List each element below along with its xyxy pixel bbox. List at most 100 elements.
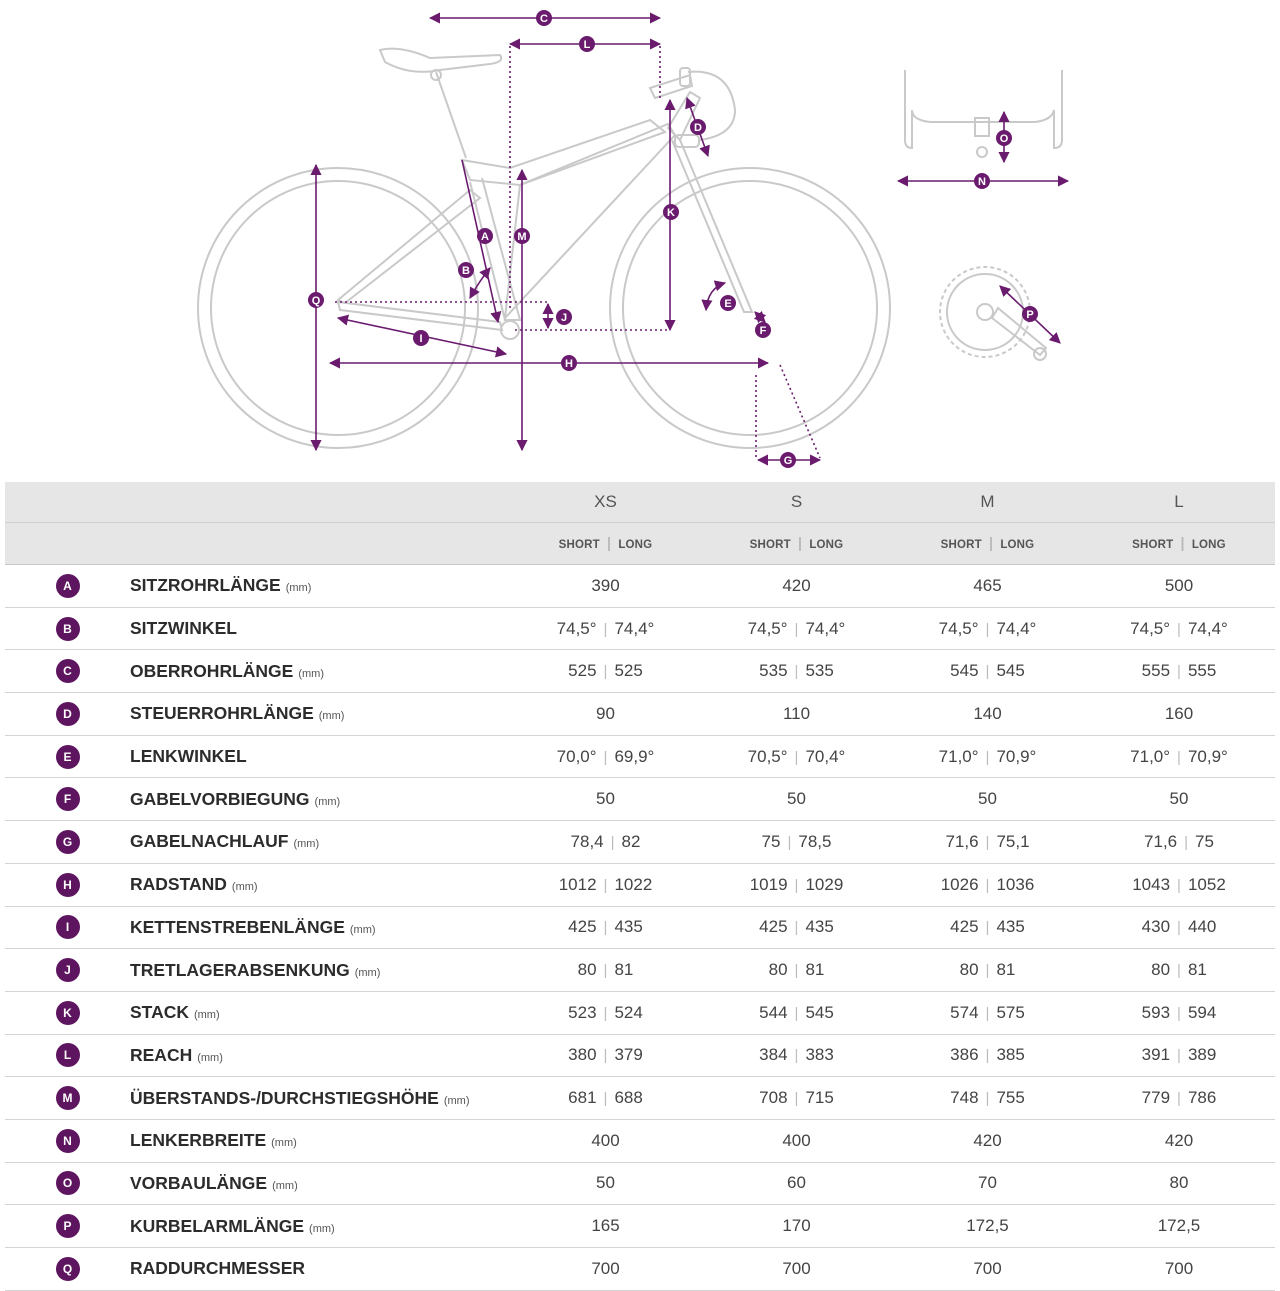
value: 140 — [973, 703, 1002, 723]
table-row: O VORBAULÄNGE (mm) 50 60 70 80 — [5, 1162, 1275, 1206]
separator: | — [985, 620, 990, 638]
value-cell-m: 748 | 755 — [892, 1076, 1083, 1120]
marker-i: I — [413, 330, 429, 346]
row-letter-badge: L — [55, 1043, 80, 1068]
value-cell-l: 391 | 389 — [1083, 1034, 1275, 1078]
row-unit: (mm) — [271, 1137, 297, 1150]
marker-a: A — [477, 228, 493, 244]
separator: | — [1180, 535, 1185, 552]
row-letter-badge: G — [55, 829, 80, 854]
value-cell-s: 70,5° | 70,4° — [701, 735, 892, 779]
row-label: REACH — [130, 1044, 193, 1065]
svg-text:P: P — [1026, 309, 1033, 321]
separator: | — [794, 1047, 799, 1065]
separator: | — [794, 876, 799, 894]
short-value: 391 — [1141, 1045, 1171, 1065]
row-label: STEUERROHRLÄNGE — [130, 703, 314, 724]
value-cell-s: 544 | 545 — [701, 991, 892, 1035]
value: 50 — [596, 1173, 615, 1193]
value-cell-l: 71,0° | 70,9° — [1083, 735, 1275, 779]
table-row: I KETTENSTREBENLÄNGE (mm) 425 | 435 425 | 435 425… — [5, 906, 1275, 950]
value-cell-m: 545 | 545 — [892, 649, 1083, 694]
value-cell-xs: 523 | 524 — [510, 991, 701, 1035]
variant-header-row: SHORT | LONG SHORT | LONG SHORT | LONG SHORT | L… — [5, 522, 1275, 565]
separator: | — [794, 1090, 799, 1108]
svg-text:G: G — [784, 455, 793, 467]
value-cell-s: 420 — [701, 564, 892, 608]
row-label: GABELNACHLAUF — [130, 831, 289, 852]
table-row: K STACK (mm) 523 | 524 544 | 545 574 | 575 593 | 594 — [5, 991, 1275, 1035]
value-cell-m: 140 — [892, 692, 1083, 736]
value-cell-l: 71,6 | 75 — [1083, 820, 1275, 864]
short-value: 681 — [568, 1088, 597, 1108]
row-letter-badge: F — [55, 787, 80, 812]
row-label: GABELVORBIEGUNG — [130, 788, 310, 809]
long-value: 440 — [1187, 917, 1217, 937]
value-cell-l: 74,5° | 74,4° — [1083, 607, 1275, 651]
short-value: 1012 — [558, 874, 597, 894]
value-cell-m: 50 — [892, 777, 1083, 822]
separator: | — [985, 833, 990, 851]
row-letter-badge: B — [55, 616, 80, 641]
short-value: 748 — [950, 1088, 979, 1108]
marker-b: B — [458, 262, 474, 278]
marker-q: Q — [308, 292, 324, 308]
size-header-m: M — [892, 482, 1083, 523]
short-value: 525 — [568, 661, 597, 681]
long-value: 81 — [996, 960, 1016, 980]
row-label: TRETLAGERABSENKUNG — [130, 959, 350, 980]
separator: | — [985, 1090, 990, 1108]
row-label-cell: KETTENSTREBENLÄNGE (mm) — [130, 906, 510, 950]
row-letter-badge: A — [55, 573, 80, 598]
long-value: 69,9° — [614, 746, 655, 766]
short-value: 74,5° — [1130, 618, 1171, 638]
long-value: 715 — [805, 1088, 834, 1108]
value-cell-l: 50 — [1083, 777, 1275, 822]
value: 50 — [596, 789, 615, 809]
separator: | — [985, 876, 990, 894]
value-cell-s: 80 | 81 — [701, 948, 892, 992]
value-cell-xs: 165 — [510, 1204, 701, 1248]
long-value: 70,9° — [1187, 746, 1228, 766]
value-cell-s: 110 — [701, 692, 892, 736]
long-value: 555 — [1187, 661, 1217, 681]
row-letter-badge: N — [55, 1128, 80, 1153]
dimension-markers: C L D K A M B Q E J F I H G O N P — [308, 10, 1038, 468]
short-value: 80 — [768, 960, 788, 980]
short-value: 708 — [759, 1088, 788, 1108]
row-label: ÜBERSTANDS-/DURCHSTIEGSHÖHE — [130, 1087, 439, 1108]
long-value: 75,1 — [996, 831, 1030, 851]
row-label: STACK — [130, 1002, 189, 1023]
row-label-cell: SITZWINKEL — [130, 607, 510, 651]
table-row: P KURBELARMLÄNGE (mm) 165 170 172,5 172,5 — [5, 1204, 1275, 1248]
value-cell-s: 60 — [701, 1162, 892, 1206]
row-label: KURBELARMLÄNGE — [130, 1215, 305, 1236]
short-value: 425 — [759, 917, 788, 937]
short-value: 80 — [959, 960, 979, 980]
variant-short-label: SHORT — [1132, 539, 1174, 551]
short-value: 555 — [1141, 661, 1171, 681]
short-value: 80 — [1151, 960, 1171, 980]
separator: | — [1177, 962, 1181, 980]
short-value: 545 — [950, 661, 979, 681]
short-value: 574 — [950, 1002, 979, 1022]
separator: | — [1177, 748, 1181, 766]
row-letter-badge: H — [55, 872, 80, 897]
row-label: VORBAULÄNGE — [130, 1172, 268, 1193]
row-letter-badge: I — [55, 915, 80, 940]
value-cell-l: 779 | 786 — [1083, 1076, 1275, 1120]
marker-e: E — [720, 295, 736, 311]
separator: | — [1177, 1047, 1181, 1065]
row-label-cell: STEUERROHRLÄNGE (mm) — [130, 692, 510, 736]
geometry-table: XS S M L SHORT | LONG SHORT | LONG SHORT | LON… — [5, 482, 1275, 1291]
marker-j: J — [556, 309, 572, 325]
svg-text:A: A — [481, 231, 489, 243]
short-value: 535 — [759, 661, 788, 681]
value-cell-xs: 50 — [510, 777, 701, 822]
separator: | — [603, 962, 608, 980]
long-value: 1036 — [996, 874, 1035, 894]
variant-header-s: SHORT | LONG — [701, 522, 892, 565]
value-cell-s: 425 | 435 — [701, 906, 892, 950]
row-label-cell: VORBAULÄNGE (mm) — [130, 1162, 510, 1206]
separator: | — [985, 1004, 990, 1022]
